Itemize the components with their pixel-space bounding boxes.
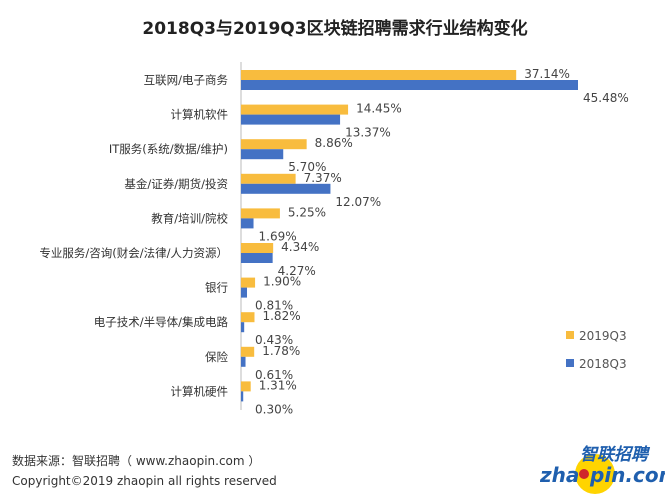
source-note: 数据来源：智联招聘（ www.zhaopin.com ） — [12, 454, 261, 468]
category-label: 教育/培训/院校 — [151, 211, 228, 225]
bar-2018Q3 — [241, 114, 341, 125]
bar-2019Q3 — [241, 346, 255, 357]
category-label: 基金/证券/期货/投资 — [124, 177, 228, 191]
bar-2018Q3 — [241, 149, 284, 160]
data-label-2018Q3: 0.30% — [255, 402, 293, 416]
bar-2019Q3 — [241, 312, 255, 323]
category-label: 电子技术/半导体/集成电路 — [94, 315, 229, 329]
legend-swatch-2018Q3 — [566, 359, 574, 367]
data-label-2018Q3: 12.07% — [335, 195, 381, 209]
data-label-2018Q3: 0.61% — [255, 368, 293, 382]
zhaopin-logo: 智联招聘 zha pin.com — [540, 445, 665, 494]
data-label-2018Q3: 45.48% — [583, 91, 629, 105]
bar-2019Q3 — [241, 139, 307, 150]
data-label-2019Q3: 4.34% — [281, 240, 319, 254]
svg-text:智联招聘: 智联招聘 — [580, 445, 651, 465]
category-label: IT服务(系统/数据/维护) — [109, 142, 228, 156]
category-label: 保险 — [205, 350, 228, 364]
copyright-note: Copyright©2019 zhaopin all rights reserv… — [12, 474, 277, 488]
bar-2019Q3 — [241, 70, 517, 80]
bar-2019Q3 — [241, 208, 280, 219]
bar-2018Q3 — [241, 183, 331, 194]
data-label-2019Q3: 1.90% — [263, 275, 301, 289]
svg-text:pin.com: pin.com — [589, 463, 665, 487]
data-label-2019Q3: 1.82% — [262, 309, 300, 323]
chart-title: 2018Q3与2019Q3区块链招聘需求行业结构变化 — [142, 19, 528, 39]
data-label-2018Q3: 0.43% — [255, 333, 293, 347]
bar-2019Q3 — [241, 243, 274, 253]
bar-2018Q3 — [241, 287, 248, 298]
data-label-2019Q3: 1.31% — [259, 378, 297, 392]
category-label: 银行 — [205, 281, 228, 295]
data-label-2018Q3: 4.27% — [278, 264, 316, 278]
data-label-2019Q3: 5.25% — [288, 205, 326, 219]
bar-2018Q3 — [241, 391, 244, 402]
bar-2019Q3 — [241, 173, 296, 184]
legend-label: 2019Q3 — [579, 329, 627, 343]
data-label-2018Q3: 0.81% — [255, 299, 293, 313]
svg-text:zha: zha — [540, 463, 579, 487]
category-label: 互联网/电子商务 — [144, 73, 229, 87]
data-label-2019Q3: 8.86% — [315, 136, 353, 150]
data-label-2019Q3: 37.14% — [524, 67, 570, 81]
category-label: 专业服务/咨询(财会/法律/人力资源） — [39, 246, 228, 260]
bar-2018Q3 — [241, 322, 245, 333]
bar-2019Q3 — [241, 277, 256, 288]
data-label-2019Q3: 14.45% — [356, 102, 402, 116]
data-label-2018Q3: 1.69% — [259, 229, 297, 243]
bar-2019Q3 — [241, 104, 349, 115]
data-label-2018Q3: 5.70% — [288, 160, 326, 174]
data-label-2018Q3: 13.37% — [345, 126, 391, 140]
category-label: 计算机软件 — [171, 108, 229, 122]
legend-swatch-2019Q3 — [566, 331, 574, 339]
legend-label: 2018Q3 — [579, 357, 627, 371]
data-label-2019Q3: 1.78% — [262, 344, 300, 358]
bar-2018Q3 — [241, 218, 254, 229]
bar-2019Q3 — [241, 381, 251, 392]
data-label-2019Q3: 7.37% — [304, 171, 342, 185]
bar-2018Q3 — [241, 253, 273, 263]
bar-2018Q3 — [241, 80, 578, 90]
bar-2018Q3 — [241, 356, 246, 367]
category-label: 计算机硬件 — [171, 384, 229, 398]
